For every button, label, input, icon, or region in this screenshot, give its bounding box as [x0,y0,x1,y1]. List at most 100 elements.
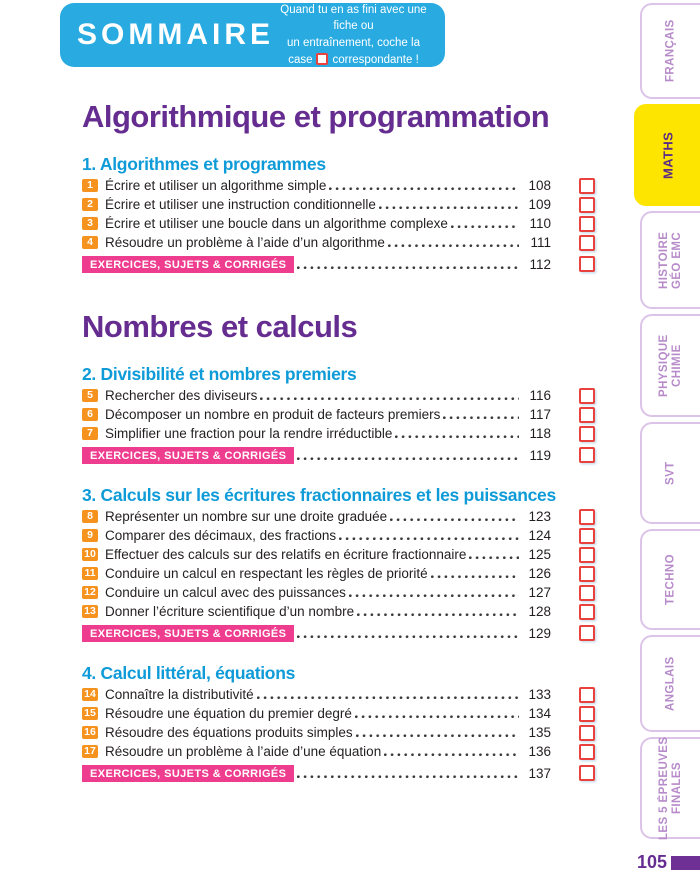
item-checkbox[interactable] [579,565,595,582]
dot-leader [469,556,519,560]
item-checkbox[interactable] [579,256,595,272]
toc-item: 15 Résoudre une équation du premier degr… [82,704,595,723]
item-page: 124 [528,528,551,543]
tab-maths[interactable]: MATHS [634,104,700,206]
exercises-row: EXERCICES, SUJETS & CORRIGÉS 112 [82,254,595,274]
item-checkbox[interactable] [579,234,595,251]
footer-bar [671,856,700,870]
item-number-badge: 17 [82,745,98,758]
item-number-badge: 3 [82,217,98,230]
tab-francais[interactable]: FRANÇAIS [640,3,700,99]
item-label: Représenter un nombre sur une droite gra… [105,509,388,524]
item-number-badge: 2 [82,198,98,211]
item-page: 123 [528,509,551,524]
item-checkbox[interactable] [579,508,595,525]
item-label: Simplifier une fraction pour la rendre i… [105,426,393,441]
item-page: 129 [528,625,551,641]
item-checkbox[interactable] [579,527,595,544]
toc-content: Algorithmique et programmation 1. Algori… [82,94,595,783]
tab-svt[interactable]: SVT [640,422,700,524]
tab-techno[interactable]: TECHNO [640,529,700,630]
item-checkbox[interactable] [579,625,595,641]
item-number-badge: 1 [82,179,98,192]
item-checkbox[interactable] [579,603,595,620]
checkbox-icon [316,52,329,65]
tab-label: PHYSIQUE [658,334,670,397]
item-page: 127 [528,585,551,600]
item-checkbox[interactable] [579,584,595,601]
toc-item: 3 Écrire et utiliser une boucle dans un … [82,214,595,233]
toc-item: 17 Résoudre un problème à l’aide d’une é… [82,742,595,761]
tab-label: FRANÇAIS [664,19,677,83]
dot-leader [260,397,519,401]
item-checkbox[interactable] [579,686,595,703]
dot-leader [443,416,519,420]
item-checkbox[interactable] [579,387,595,404]
tab-epreuves-finales[interactable]: LES 5 ÉPREUVES FINALES [640,736,700,840]
part-title-algorithmique: Algorithmique et programmation [82,99,550,134]
dot-leader [378,206,519,210]
item-checkbox[interactable] [579,765,595,781]
item-page: 111 [530,235,551,250]
item-checkbox[interactable] [579,177,595,194]
tab-label: CHIMIE [671,344,683,387]
tab-label: ANGLAIS [664,656,677,711]
section-title-2: 2. Divisibilité et nombres premiers [82,364,357,384]
toc-item: 8 Représenter un nombre sur une droite g… [82,507,595,526]
item-label: Écrire et utiliser un algorithme simple [105,178,327,193]
item-page: 134 [528,706,551,721]
item-number-badge: 4 [82,236,98,249]
exercises-row: EXERCICES, SUJETS & CORRIGÉS 137 [82,763,595,783]
item-number-badge: 9 [82,529,98,542]
toc-item: 12 Conduire un calcul avec des puissance… [82,583,595,602]
toc-item: 4 Résoudre un problème à l’aide d’un alg… [82,233,595,252]
item-label: Conduire un calcul en respectant les règ… [105,566,428,581]
item-checkbox[interactable] [579,447,595,463]
tab-anglais[interactable]: ANGLAIS [640,635,700,732]
item-number-badge: 13 [82,605,98,618]
item-number-badge: 7 [82,427,98,440]
item-checkbox[interactable] [579,425,595,442]
item-number-badge: 8 [82,510,98,523]
section-title-4: 4. Calcul littéral, équations [82,663,296,683]
item-page: 118 [529,426,551,441]
item-label: Comparer des décimaux, des fractions [105,528,337,543]
item-checkbox[interactable] [579,724,595,741]
dot-leader [387,244,519,248]
item-label: Écrire et utiliser une instruction condi… [105,197,376,212]
item-checkbox[interactable] [579,196,595,213]
item-checkbox[interactable] [579,705,595,722]
item-label: Conduire un calcul avec des puissances [105,585,346,600]
dot-leader [329,187,519,191]
tab-label: MATHS [660,131,676,179]
item-page: 133 [528,687,551,702]
tab-label: GÉO EMC [671,231,683,289]
toc-item: 2 Écrire et utiliser une instruction con… [82,195,595,214]
dot-leader [450,225,519,229]
tab-histoire-geo-emc[interactable]: HISTOIRE GÉO EMC [640,211,700,309]
item-page: 108 [528,178,551,193]
item-label: Rechercher des diviseurs [105,388,258,403]
tab-physique-chimie[interactable]: PHYSIQUE CHIMIE [640,314,700,417]
item-checkbox[interactable] [579,546,595,563]
sommaire-banner: SOMMAIRE Quand tu en as fini avec une fi… [60,3,445,67]
item-number-badge: 16 [82,726,98,739]
page-title: SOMMAIRE [77,18,274,51]
item-page: 126 [528,566,551,581]
dot-leader [339,537,519,541]
section-title-1: 1. Algorithmes et programmes [82,154,326,174]
dot-leader [354,715,519,719]
exercises-row: EXERCICES, SUJETS & CORRIGÉS 119 [82,445,595,465]
item-page: 117 [529,407,551,422]
banner-note-line2-end: correspondante ! [332,53,419,66]
item-checkbox[interactable] [579,743,595,760]
dot-leader [348,594,519,598]
dot-leader [430,575,519,579]
item-checkbox[interactable] [579,406,595,423]
item-page: 109 [528,197,551,212]
exercises-badge: EXERCICES, SUJETS & CORRIGÉS [82,255,295,273]
tab-label: FINALES [671,762,683,814]
toc-item: 13 Donner l’écriture scientifique d’un n… [82,602,595,621]
item-page: 119 [529,447,551,463]
item-checkbox[interactable] [579,215,595,232]
